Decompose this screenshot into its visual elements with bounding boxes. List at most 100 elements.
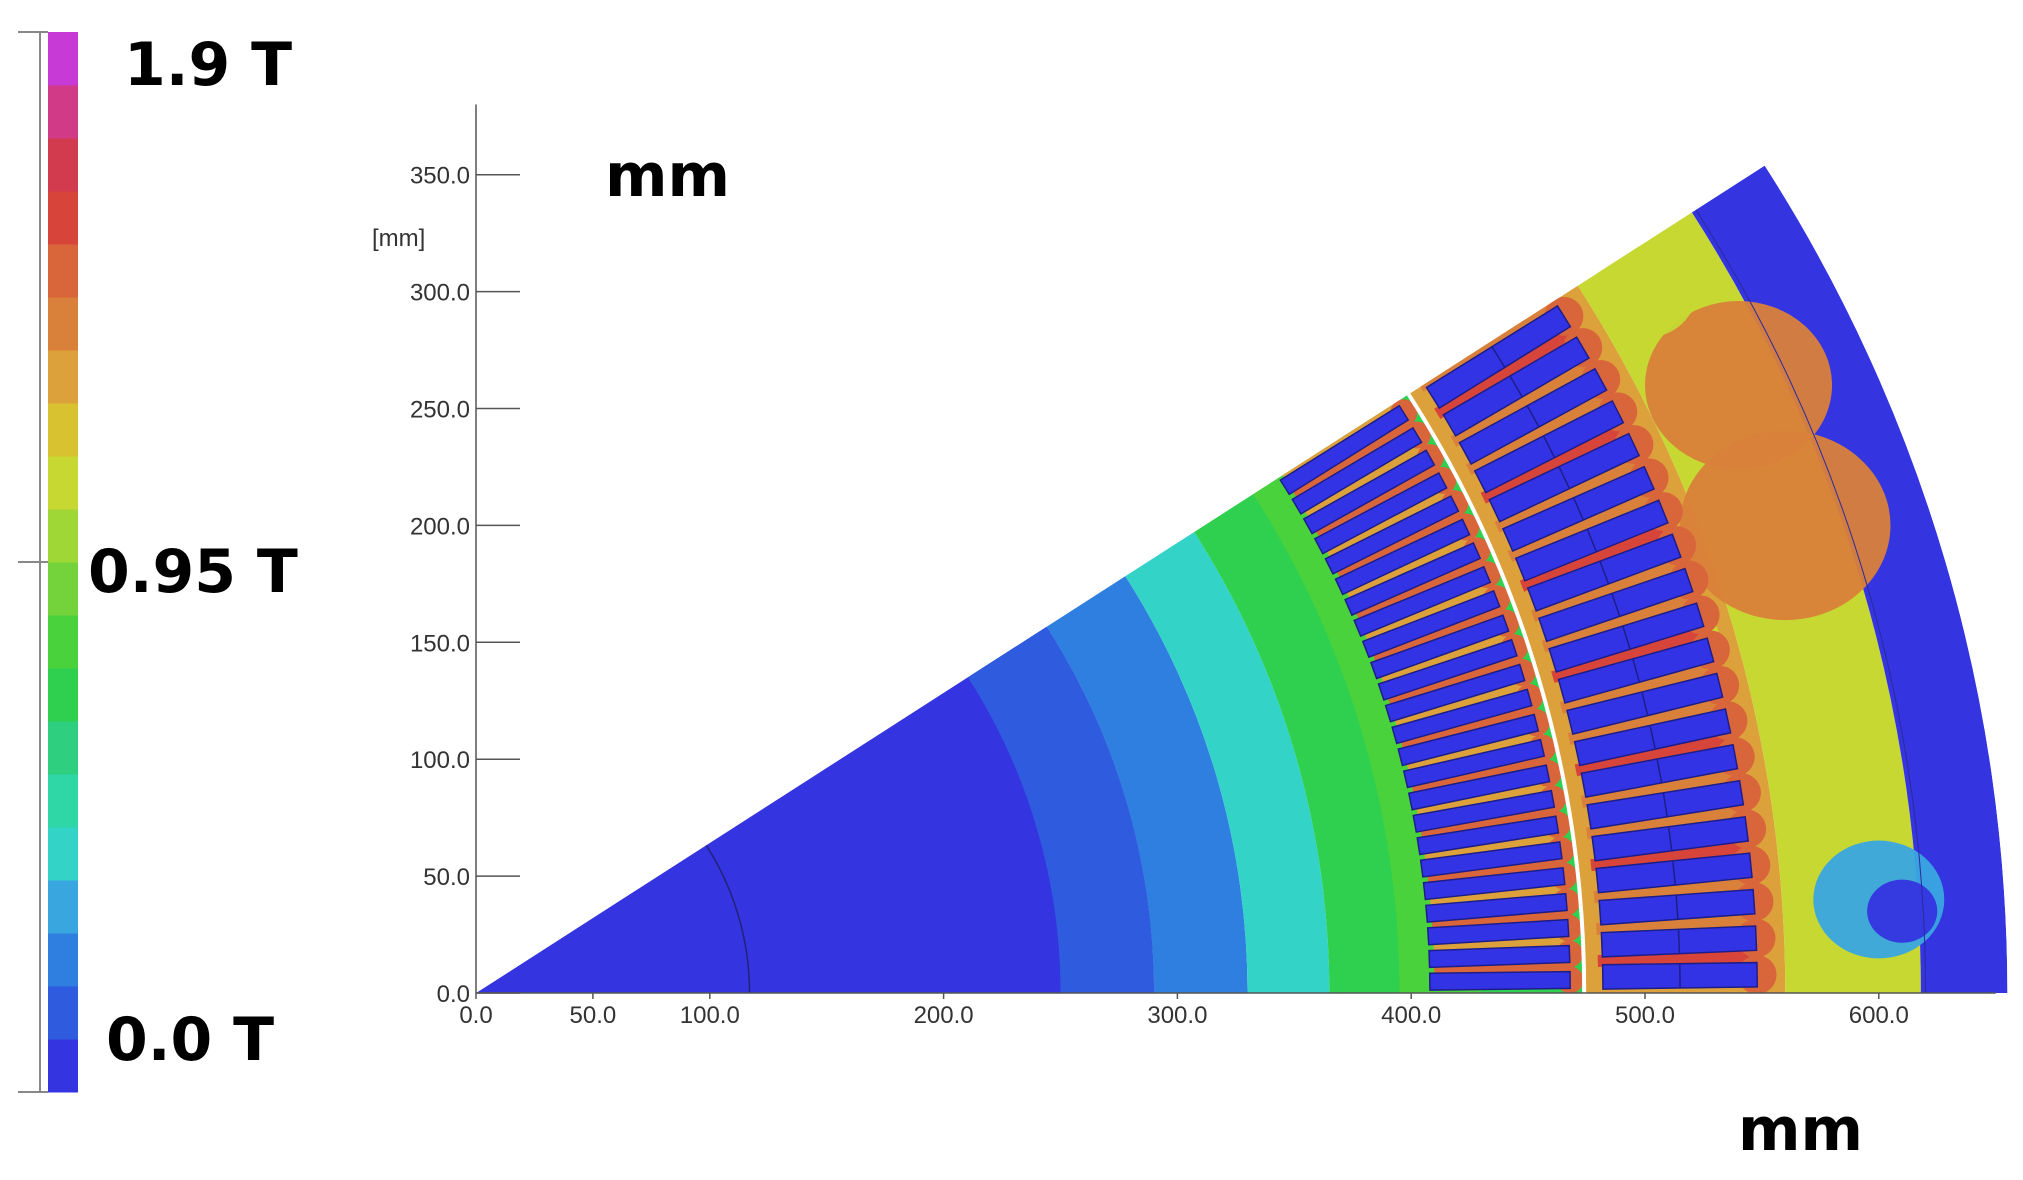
rotor-slot: [1291, 426, 1423, 515]
rotor-tooth: [1315, 462, 1443, 538]
rotor-slot: [1353, 565, 1492, 638]
stator-tooth: [1585, 804, 1750, 840]
x-tick-label: 300.0: [1147, 1002, 1207, 1029]
stator-tooth: [1494, 453, 1649, 533]
slot-divider: [1662, 792, 1668, 817]
slot-divider: [1558, 466, 1571, 489]
stator-tooth: [1417, 293, 1562, 392]
slot-divider: [1586, 528, 1598, 553]
stator-tooth: [1559, 660, 1722, 714]
colorbar-segment: [48, 456, 78, 510]
rotor-slot: [1407, 764, 1551, 811]
rotor-tooth: [1346, 532, 1478, 600]
rotor-tooth: [1431, 910, 1573, 930]
rotor-slot: [1361, 589, 1501, 659]
field-band: [1125, 531, 1330, 993]
colorbar-segment: [48, 32, 78, 86]
rotor-tooth: [1406, 729, 1545, 772]
rotor-tooth: [1292, 417, 1417, 499]
slot-divider: [1641, 691, 1649, 716]
rotor-slot: [1422, 866, 1566, 901]
colorbar-segment: [48, 668, 78, 722]
x-unit-label: mm: [1738, 1095, 1863, 1165]
stator-tooth: [1480, 420, 1633, 504]
stator-tooth: [1597, 950, 1762, 967]
stator-tooth: [1580, 767, 1745, 808]
yoke-arc: [1695, 209, 1927, 993]
slot-divider: [1632, 658, 1641, 683]
stator-tooth: [1567, 696, 1730, 745]
slot-divider: [1491, 346, 1506, 368]
slot-divider: [1672, 860, 1677, 886]
stator-tooth: [1507, 487, 1663, 563]
rotor-slot: [1313, 472, 1448, 555]
stator-tooth: [1574, 731, 1738, 777]
field-hotspot: [1593, 245, 1697, 338]
rotor-slot: [1425, 892, 1568, 923]
y-tick-label: 100.0: [410, 747, 470, 774]
rotor-slot: [1334, 518, 1471, 596]
colorbar-segment: [48, 244, 78, 298]
rotor-tooth: [1411, 755, 1551, 794]
colorbar-segment: [48, 191, 78, 245]
rotor-tooth: [1434, 962, 1575, 975]
colorbar-segment: [48, 403, 78, 457]
slot-divider: [1526, 405, 1540, 428]
rotor-slot: [1369, 614, 1510, 680]
colorbar-segment: [48, 509, 78, 563]
slot-divider: [1667, 826, 1673, 851]
colorbar-max-label: 1.9 T: [124, 30, 292, 100]
rotor-slot: [1279, 404, 1410, 496]
y-tick-label: 200.0: [410, 513, 470, 540]
y-tick-label: 150.0: [410, 630, 470, 657]
colorbar-segment: [48, 562, 78, 616]
colorbar-segment: [48, 721, 78, 775]
slot-divider: [1611, 593, 1621, 617]
x-tick-label: 100.0: [680, 1002, 740, 1029]
slot-divider: [1599, 560, 1610, 585]
x-tick-label: 500.0: [1615, 1002, 1675, 1029]
rotor-slot: [1302, 449, 1436, 535]
rotor-tooth: [1394, 679, 1532, 728]
rotor-tooth: [1364, 580, 1498, 642]
rotor-tooth: [1304, 440, 1431, 518]
y-tick-label: 50.0: [423, 864, 470, 891]
field-content: [476, 165, 2008, 993]
stator-tooth: [1590, 840, 1755, 872]
y-tick-label: 0.0: [437, 981, 470, 1008]
x-tick-label: 50.0: [570, 1002, 617, 1029]
rotor-tooth: [1429, 884, 1571, 907]
colorbar: [18, 31, 78, 1093]
slot-divider: [1675, 894, 1679, 920]
slot-divider: [1649, 725, 1656, 750]
y-unit-label: mm: [605, 141, 730, 211]
rotor-tooth: [1416, 780, 1556, 817]
rotor-slot: [1397, 713, 1540, 767]
slot-divider: [1572, 497, 1585, 521]
colorbar-segment: [48, 933, 78, 987]
field-band: [967, 626, 1155, 993]
rotor-tooth: [1280, 395, 1404, 479]
colorbar-segment: [48, 986, 78, 1040]
stator-tooth: [1519, 521, 1677, 592]
slot-divider: [1677, 929, 1681, 954]
colorbar-segment: [48, 615, 78, 669]
rotor-slot: [1412, 789, 1556, 833]
field-band: [476, 626, 1155, 993]
plot-axes: 0.0 50.0 100.0 200.0 300.0 400.0 500.0 600.0 0.0…: [410, 104, 1996, 1029]
rotor-tooth: [1424, 832, 1565, 862]
y-tick-label: 250.0: [410, 397, 470, 424]
colorbar-min-label: 0.0 T: [106, 1005, 274, 1075]
stator-tooth: [1541, 590, 1701, 653]
y-axis-unit: [mm]: [372, 225, 425, 252]
stator-tooth: [1434, 324, 1581, 420]
field-band: [1046, 576, 1248, 993]
stator-tooth: [1465, 388, 1617, 475]
stator-tooth: [1551, 625, 1712, 683]
y-tick-label: 350.0: [410, 163, 470, 190]
x-tick-label: 200.0: [914, 1002, 974, 1029]
rotor-slot: [1324, 495, 1460, 575]
x-tick-label: 400.0: [1381, 1002, 1441, 1029]
stator-tooth: [1596, 913, 1761, 935]
